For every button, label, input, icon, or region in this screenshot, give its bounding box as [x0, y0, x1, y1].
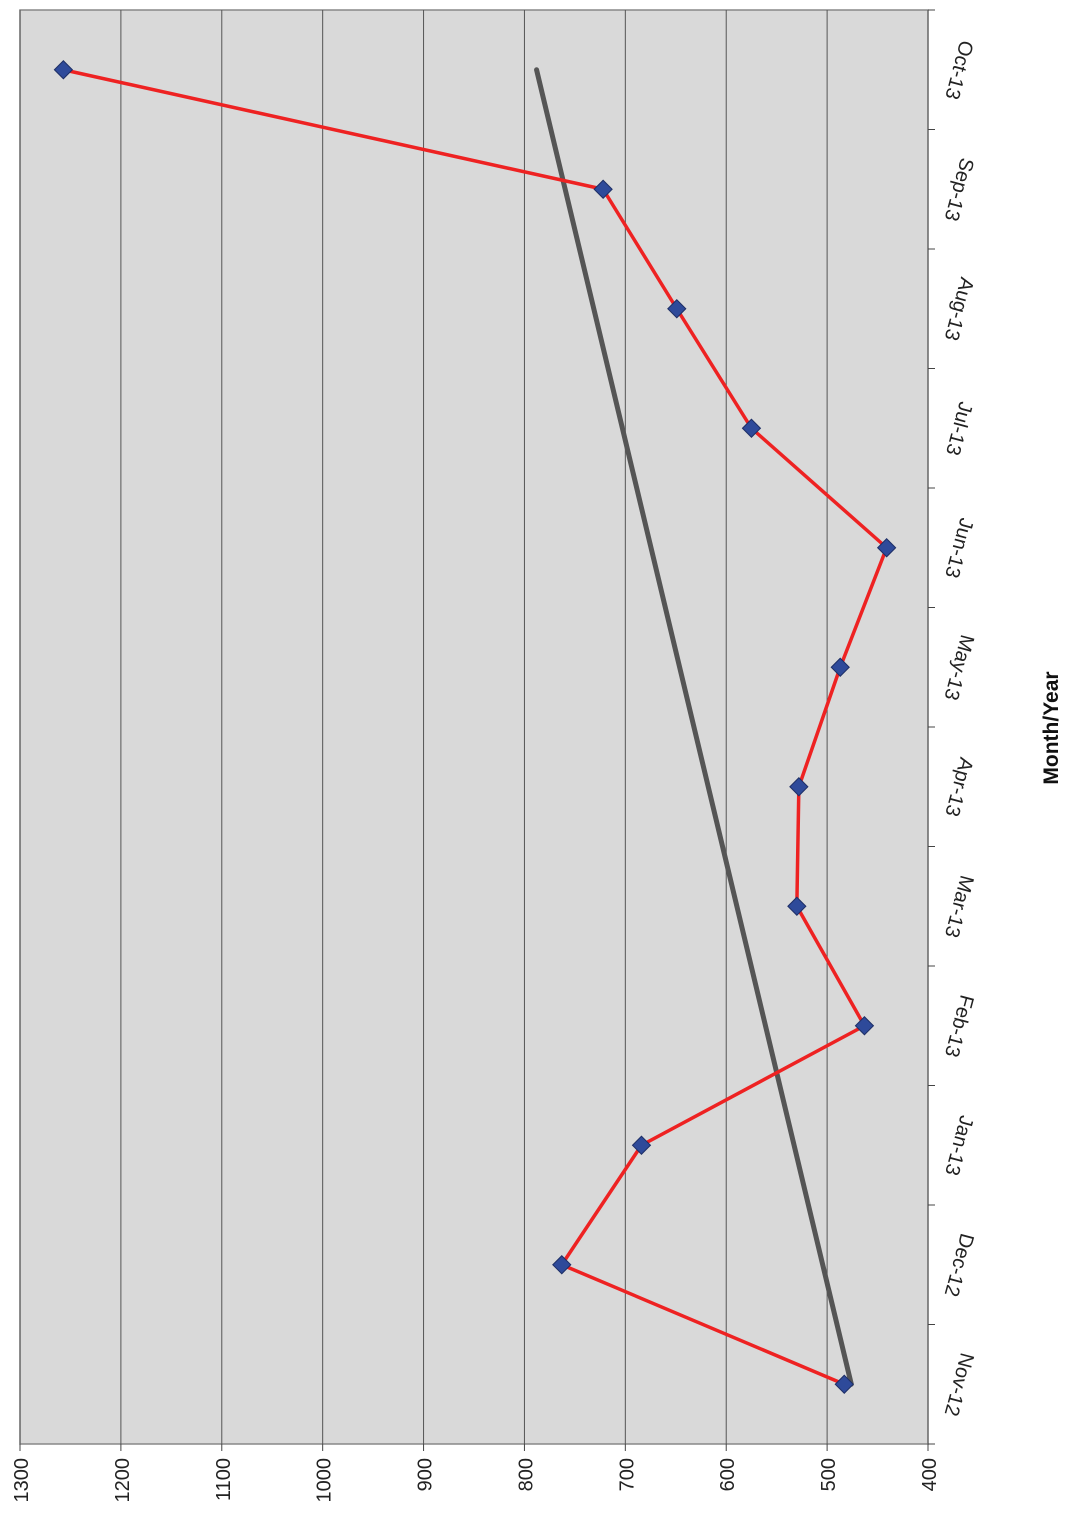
data-point-marker — [552, 1255, 572, 1275]
y-tick-label: 1200 — [112, 1458, 134, 1503]
data-point-marker — [830, 657, 850, 677]
data-point-marker — [667, 299, 687, 319]
data-point-marker — [789, 777, 809, 797]
y-tick-label: 400 — [919, 1458, 941, 1491]
y-tick-labels: 400 500 600 700 800 900 1000 1100 1200 1300 — [11, 1458, 941, 1503]
y-tick-label: 600 — [717, 1458, 739, 1491]
gridlines — [19, 9, 935, 1451]
data-point-marker — [631, 1135, 652, 1155]
data-point-marker — [53, 60, 74, 80]
data-point-marker — [834, 1374, 854, 1394]
data-point-marker — [876, 538, 897, 558]
data-point-marker — [787, 896, 807, 916]
x-axis-title: Month/Year — [1040, 671, 1063, 784]
y-tick-label: 1100 — [213, 1458, 235, 1501]
plot-area — [19, 9, 929, 1445]
y-tick-label: 1000 — [314, 1458, 336, 1503]
trendline — [534, 67, 854, 1387]
y-tick-label: 500 — [818, 1458, 840, 1491]
data-point-marker — [854, 1016, 875, 1036]
series-group — [63, 68, 889, 1386]
data-point-marker — [593, 179, 613, 199]
trendline-group — [534, 67, 854, 1387]
series-line — [63, 68, 889, 1386]
y-tick-label: 800 — [515, 1458, 537, 1491]
markers-group — [53, 60, 897, 1394]
data-point-marker — [741, 418, 762, 438]
y-tick-label: 1300 — [11, 1458, 33, 1503]
y-tick-label: 700 — [616, 1458, 638, 1491]
y-tick-label: 900 — [415, 1458, 437, 1491]
